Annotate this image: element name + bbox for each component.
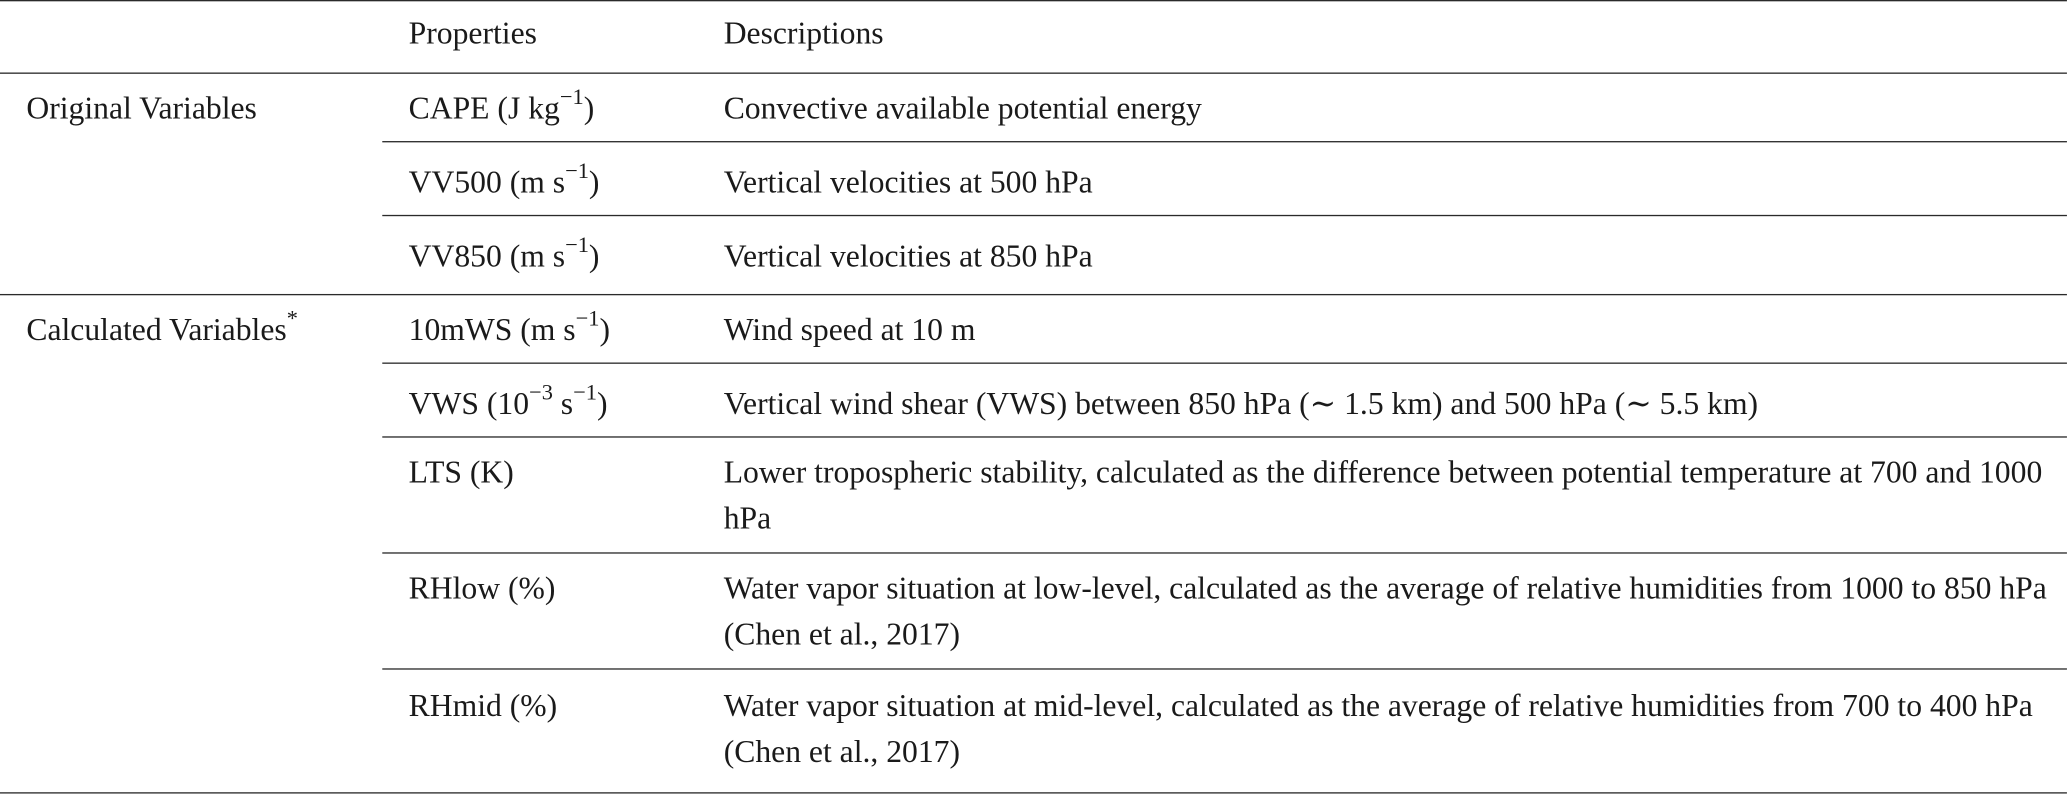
group-rule	[0, 293, 2067, 296]
header-properties: Properties	[408, 17, 537, 52]
property-cell: VV500 (m s−1)	[408, 158, 600, 201]
description-cell: Water vapor situation at mid-level, calc…	[723, 689, 2033, 770]
property-cell: RHmid (%)	[408, 689, 558, 724]
header-descriptions: Descriptions	[723, 17, 884, 52]
description-cell: Vertical velocities at 850 hPa	[723, 239, 1093, 275]
property-cell: 10mWS (m s−1)	[408, 305, 611, 349]
description-cell: Wind speed at 10 m	[723, 313, 976, 349]
description-cell: Vertical wind shear (VWS) between 850 hP…	[723, 387, 1759, 422]
property-cell: VV850 (m s−1)	[408, 232, 600, 275]
row-divider	[382, 436, 2067, 438]
description-cell: Lower tropospheric stability, calculated…	[723, 456, 2043, 537]
header-rule	[0, 72, 2067, 75]
bottom-rule	[0, 792, 2067, 795]
property-cell: CAPE (J kg−1)	[408, 84, 595, 127]
description-cell: Convective available potential energy	[723, 92, 1202, 127]
description-cell: Water vapor situation at low-level, calc…	[723, 572, 2047, 653]
row-divider	[382, 362, 2067, 365]
group-label-original: Original Variables	[26, 92, 257, 127]
description-cell: Vertical velocities at 500 hPa	[723, 166, 1093, 201]
row-divider	[382, 141, 2067, 143]
property-cell: RHlow (%)	[408, 572, 556, 607]
top-rule	[0, 0, 2067, 2]
footnote-marker: *	[286, 305, 298, 331]
property-cell: LTS (K)	[408, 456, 514, 491]
row-divider	[382, 552, 2067, 554]
property-cell: VWS (10−3 s−1)	[408, 379, 608, 422]
row-divider	[382, 668, 2067, 670]
row-divider	[382, 214, 2067, 217]
group-label-calculated: Calculated Variables*	[26, 305, 298, 349]
